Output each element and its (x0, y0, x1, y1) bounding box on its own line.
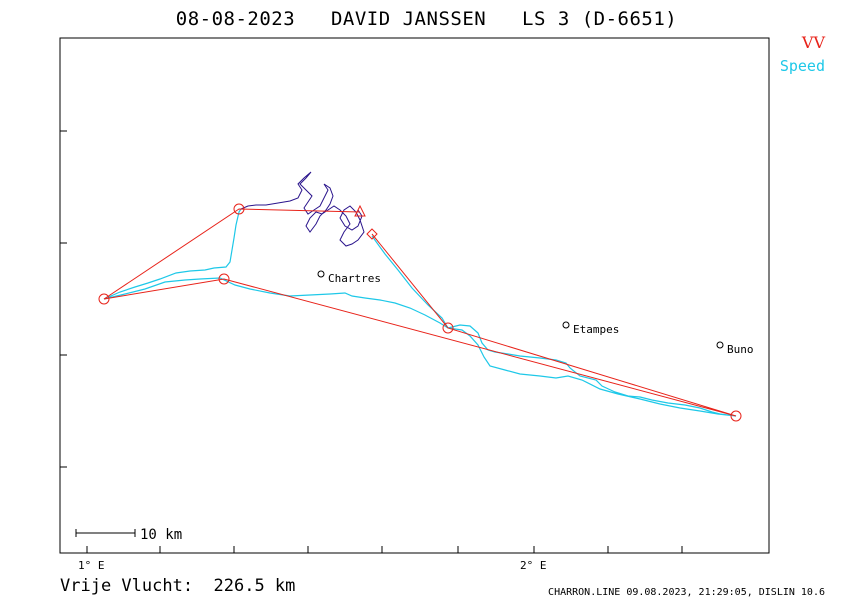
place-label-etampes: Etampes (573, 323, 619, 336)
free-flight-distance: Vrije Vlucht: 226.5 km (60, 576, 296, 596)
map-title: 08-08-2023 DAVID JANSSEN LS 3 (D-6651) (175, 8, 678, 30)
lon-tick-2: 2° E (520, 559, 547, 572)
gps-track (240, 171, 365, 247)
legend-vv: VV (801, 33, 825, 52)
start-triangle (354, 204, 366, 217)
place-label-chartres: Chartres (328, 272, 381, 285)
place-label-buno: Buno (727, 343, 754, 356)
lon-tick-1: 1° E (78, 559, 105, 572)
speed-track (103, 208, 737, 417)
vv-task-line (103, 208, 361, 300)
vv-task-line-2 (103, 233, 737, 417)
turnpoints (98, 203, 742, 422)
place-marker-buno (716, 341, 724, 349)
footer-credits: CHARRON.LINE 09.08.2023, 21:29:05, DISLI… (548, 587, 825, 598)
scale-bar-label: 10 km (140, 527, 182, 543)
y-ticks (60, 130, 67, 468)
x-ticks (86, 546, 683, 553)
place-marker-etampes (562, 321, 570, 329)
finish-diamond (366, 228, 378, 240)
scale-bar (75, 529, 136, 537)
map-frame (59, 37, 770, 554)
legend-speed: Speed (779, 57, 825, 75)
place-marker-chartres (317, 270, 325, 278)
